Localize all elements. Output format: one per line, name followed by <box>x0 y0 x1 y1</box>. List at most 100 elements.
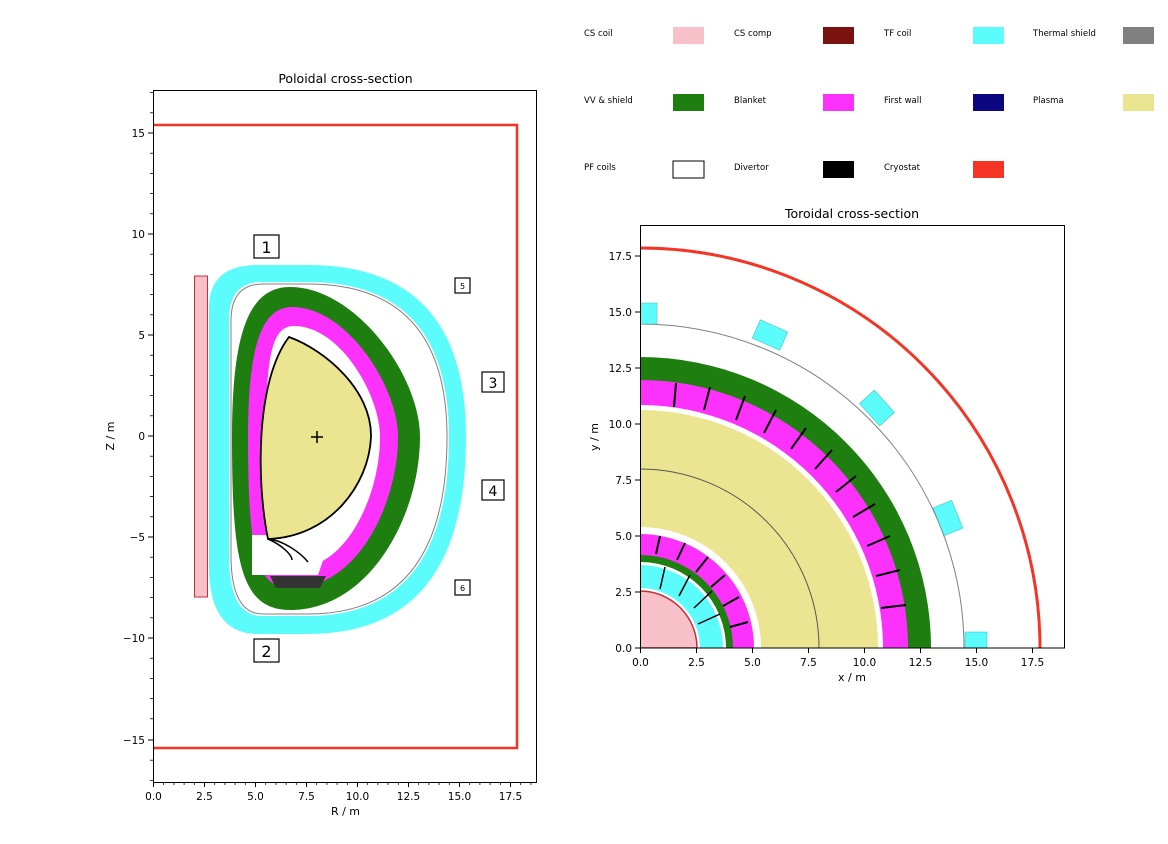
poloidal-pf-coil-5: 5 <box>454 277 471 294</box>
svg-text:5: 5 <box>138 330 145 342</box>
svg-text:12.5: 12.5 <box>609 363 632 375</box>
toroidal-blanket-sector-lines-outboard <box>673 382 907 609</box>
legend-swatch-tf-coil <box>973 27 1004 44</box>
svg-text:7.5: 7.5 <box>615 475 632 487</box>
svg-text:15.0: 15.0 <box>609 307 632 319</box>
svg-text:4: 4 <box>489 484 498 500</box>
svg-text:1: 1 <box>261 238 271 257</box>
svg-text:2: 2 <box>261 642 271 661</box>
toroidal-axes-frame <box>640 225 1065 649</box>
legend-label-vv-shield: VV & shield <box>584 96 633 106</box>
poloidal-plot: Poloidal cross-section 1 <box>104 71 537 818</box>
poloidal-x-major-ticks <box>153 782 511 787</box>
legend-label-pf-coils: PF coils <box>584 163 616 173</box>
poloidal-y-tick-labels: 15 10 5 0 −5 −10 −15 <box>123 128 145 747</box>
poloidal-cs-coil <box>194 275 208 598</box>
svg-text:12.5: 12.5 <box>397 791 420 803</box>
legend-swatch-pf-coils <box>672 160 705 179</box>
svg-text:15: 15 <box>132 128 145 140</box>
legend-swatch-cs-coil <box>673 27 704 44</box>
svg-text:6: 6 <box>460 584 465 593</box>
svg-text:5.0: 5.0 <box>744 657 761 669</box>
svg-text:0.0: 0.0 <box>632 657 649 669</box>
svg-text:12.5: 12.5 <box>909 657 932 669</box>
toroidal-title: Toroidal cross-section <box>784 206 919 221</box>
legend-label-blanket: Blanket <box>734 96 767 106</box>
svg-text:10.0: 10.0 <box>346 791 369 803</box>
svg-text:17.5: 17.5 <box>1021 657 1044 669</box>
legend-label-plasma: Plasma <box>1033 96 1064 106</box>
svg-text:10.0: 10.0 <box>853 657 876 669</box>
legend-label-cs-coil: CS coil <box>584 29 613 39</box>
svg-text:10.0: 10.0 <box>609 419 632 431</box>
legend-label-cryostat: Cryostat <box>884 163 921 173</box>
legend-swatch-thermal-shield <box>1123 27 1154 44</box>
svg-text:0.0: 0.0 <box>615 643 632 655</box>
toroidal-x-major-ticks <box>640 648 1033 653</box>
poloidal-pf-coil-6: 6 <box>454 579 471 596</box>
poloidal-separatrix-leg-outer <box>267 538 309 563</box>
poloidal-pf-coil-4: 4 <box>481 479 505 501</box>
poloidal-y-minor-ticks <box>150 92 153 781</box>
svg-text:17.5: 17.5 <box>609 251 632 263</box>
poloidal-divertor <box>270 576 326 588</box>
toroidal-y-axis-label: y / m <box>588 423 601 451</box>
svg-text:2.5: 2.5 <box>196 791 213 803</box>
toroidal-y-tick-labels: 0.0 2.5 5.0 7.5 10.0 12.5 15.0 17.5 <box>609 251 632 655</box>
legend-swatch-cs-comp <box>823 27 854 44</box>
poloidal-blanket-gap-inboard <box>252 535 268 575</box>
poloidal-magnetic-axis-marker <box>311 431 323 443</box>
toroidal-tf-coil-outboard <box>640 302 988 648</box>
legend-swatch-blanket <box>823 94 854 111</box>
svg-text:7.5: 7.5 <box>800 657 817 669</box>
legend-swatch-plasma <box>1123 94 1154 111</box>
svg-text:17.5: 17.5 <box>499 791 522 803</box>
toroidal-cs-coil <box>640 590 698 648</box>
toroidal-cryostat <box>640 246 1042 648</box>
legend-label-tf-coil: TF coil <box>883 29 911 39</box>
legend-label-cs-comp: CS comp <box>734 29 772 39</box>
poloidal-cryostat <box>153 123 519 750</box>
legend-label-thermal-shield: Thermal shield <box>1032 29 1096 39</box>
poloidal-separatrix-leg-inner <box>267 538 293 561</box>
toroidal-thermal-shield <box>640 323 965 648</box>
toroidal-x-axis-label: x / m <box>838 671 866 684</box>
legend-swatch-cryostat <box>973 161 1004 178</box>
toroidal-geometry <box>640 246 1042 648</box>
svg-text:−5: −5 <box>130 532 145 544</box>
toroidal-y-major-ticks <box>635 255 640 649</box>
poloidal-x-tick-labels: 0.0 2.5 5.0 7.5 10.0 12.5 15.0 17.5 <box>145 791 522 803</box>
svg-text:15.0: 15.0 <box>448 791 471 803</box>
svg-text:5: 5 <box>460 282 465 291</box>
svg-text:5.0: 5.0 <box>615 531 632 543</box>
toroidal-x-tick-labels: 0.0 2.5 5.0 7.5 10.0 12.5 15.0 17.5 <box>632 657 1044 669</box>
poloidal-pf-coil-3: 3 <box>481 371 505 393</box>
toroidal-plot: Toroidal cross-section <box>588 206 1065 684</box>
legend-label-first-wall: First wall <box>884 96 921 106</box>
legend-swatch-divertor <box>823 161 854 178</box>
poloidal-plasma <box>259 335 372 540</box>
svg-text:−15: −15 <box>123 735 145 747</box>
legend-swatch-vv-shield <box>673 94 704 111</box>
svg-text:0: 0 <box>138 431 145 443</box>
svg-text:5.0: 5.0 <box>247 791 264 803</box>
poloidal-title: Poloidal cross-section <box>278 71 412 86</box>
toroidal-tf-sector-lines <box>659 566 721 625</box>
svg-text:10: 10 <box>132 229 145 241</box>
legend: CS coil CS comp TF coil Thermal shield V… <box>584 27 1154 179</box>
poloidal-y-major-ticks <box>148 132 153 741</box>
poloidal-axes-frame <box>153 90 537 783</box>
svg-text:2.5: 2.5 <box>615 587 632 599</box>
svg-text:0.0: 0.0 <box>145 791 162 803</box>
svg-text:3: 3 <box>489 376 498 392</box>
svg-text:2.5: 2.5 <box>688 657 705 669</box>
svg-text:15.0: 15.0 <box>965 657 988 669</box>
poloidal-y-axis-label: Z / m <box>104 422 117 451</box>
toroidal-blanket-sector-lines-inboard <box>655 535 749 628</box>
toroidal-magnetic-axis-arc <box>640 468 820 648</box>
poloidal-tf-coil <box>209 265 466 634</box>
svg-text:7.5: 7.5 <box>298 791 315 803</box>
poloidal-pf-coil-2: 2 <box>253 638 280 663</box>
legend-swatch-first-wall <box>973 94 1004 111</box>
